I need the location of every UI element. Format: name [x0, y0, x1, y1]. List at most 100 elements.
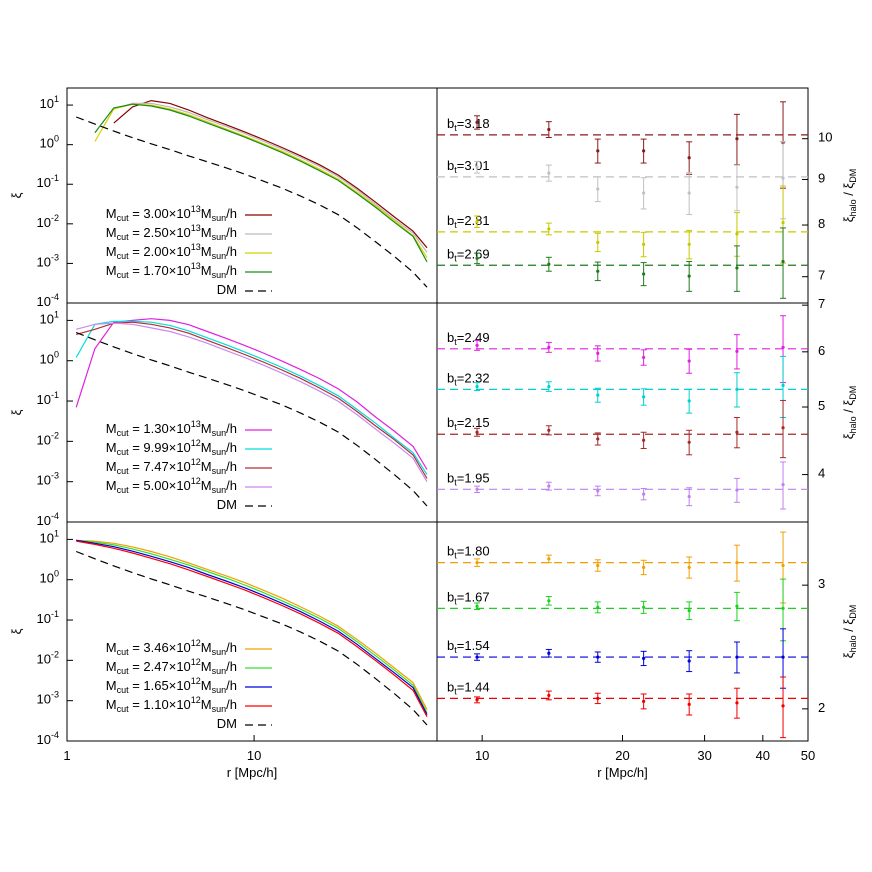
- data-point: [642, 395, 646, 399]
- x-axis-label: r [Mpc/h]: [597, 765, 648, 780]
- data-point: [596, 696, 600, 700]
- data-point: [687, 608, 691, 613]
- y-tick-label: 10-3: [37, 471, 59, 488]
- data-point: [687, 659, 691, 663]
- series-line: [76, 321, 428, 479]
- data-point: [642, 242, 646, 246]
- data-point: [547, 693, 551, 698]
- series-line: [76, 539, 428, 714]
- y-axis-label: ξ: [9, 628, 24, 634]
- data-point: [596, 655, 600, 659]
- y-tick-label: 8: [818, 216, 825, 231]
- legend-label: Mcut = 1.30×1013Msun/h: [106, 419, 237, 438]
- data-point: [547, 127, 551, 132]
- y-tick-label: 100: [40, 350, 59, 367]
- data-point: [547, 428, 551, 432]
- bias-label: bt=1.54: [447, 639, 490, 656]
- data-point: [547, 227, 551, 231]
- data-point: [735, 701, 739, 705]
- y-tick-label: 3: [818, 577, 825, 592]
- data-point: [475, 384, 479, 389]
- data-point: [687, 274, 691, 278]
- data-point: [547, 599, 551, 603]
- y-tick-label: 10-4: [37, 292, 59, 309]
- x-tick-label: 40: [756, 748, 770, 763]
- y-axis-label: ξ: [9, 192, 24, 198]
- data-point: [642, 699, 646, 703]
- bias-label: bt=2.69: [447, 247, 490, 264]
- y-tick-label: 2: [818, 700, 825, 715]
- x-tick-label: 10: [247, 748, 261, 763]
- data-point: [642, 272, 646, 276]
- panel-frame: [436, 87, 809, 304]
- x-tick-label: 10: [475, 748, 489, 763]
- data-point: [475, 487, 479, 491]
- bias-label: bt=2.32: [447, 371, 490, 388]
- data-point: [781, 482, 785, 487]
- data-point: [735, 387, 739, 391]
- data-point: [475, 604, 479, 608]
- data-point: [642, 492, 646, 496]
- data-point: [596, 187, 600, 191]
- data-point: [687, 440, 691, 444]
- legend-label: Mcut = 3.46×1012Msun/h: [106, 638, 237, 657]
- series-line: [113, 99, 428, 249]
- data-point: [781, 606, 785, 610]
- y-tick-label: 10-1: [37, 609, 59, 626]
- y-tick-label: 10-4: [37, 730, 59, 747]
- data-point: [596, 269, 600, 273]
- data-point: [735, 655, 739, 659]
- y-tick-label: 10-1: [37, 174, 59, 191]
- data-point: [735, 185, 739, 189]
- y-tick-label: 9: [818, 171, 825, 186]
- bias-label: bt=1.80: [447, 544, 490, 561]
- data-point: [642, 656, 646, 660]
- bias-label: bt=2.81: [447, 213, 490, 230]
- data-point: [735, 561, 739, 565]
- y-tick-label: 10-4: [37, 511, 59, 528]
- series-line: [75, 318, 428, 470]
- data-point: [642, 149, 646, 153]
- legend-label: Mcut = 7.47×1012Msun/h: [106, 457, 237, 476]
- legend-label: Mcut = 2.47×1012Msun/h: [106, 657, 237, 676]
- y-tick-label: 10-2: [37, 213, 59, 230]
- data-point: [781, 221, 785, 225]
- legend-label: Mcut = 5.00×1012Msun/h: [106, 476, 237, 495]
- data-point: [687, 156, 691, 160]
- data-point: [547, 651, 551, 655]
- x-tick-label: 30: [697, 748, 711, 763]
- y-tick-label: 4: [818, 466, 825, 481]
- y-axis-label: ξhalo / ξDM: [841, 386, 858, 440]
- series-line: [94, 103, 428, 258]
- data-point: [596, 240, 600, 244]
- y-tick-label: 10-1: [37, 390, 59, 407]
- data-point: [687, 702, 691, 706]
- data-point: [781, 345, 785, 349]
- data-point: [735, 349, 739, 353]
- bias-label: bt=2.49: [447, 330, 490, 347]
- data-point: [687, 359, 691, 363]
- data-point: [642, 565, 646, 569]
- bias-label: bt=1.67: [447, 590, 490, 607]
- data-point: [642, 605, 646, 609]
- data-point: [596, 563, 600, 568]
- y-axis-label: ξhalo / ξDM: [841, 605, 858, 659]
- data-point: [781, 176, 785, 180]
- data-point: [475, 165, 479, 169]
- y-tick-label: 100: [40, 134, 59, 151]
- data-point: [475, 698, 479, 702]
- y-tick-label: 10-2: [37, 650, 59, 667]
- data-point: [735, 137, 739, 141]
- y-axis-label: ξ: [9, 409, 24, 415]
- data-point: [475, 256, 479, 260]
- bias-label: bt=1.44: [447, 680, 490, 697]
- legend-label: DM: [217, 282, 237, 297]
- data-point: [687, 494, 691, 499]
- bias-label: bt=3.01: [447, 158, 490, 175]
- legend-label: Mcut = 2.50×1013Msun/h: [106, 223, 237, 242]
- y-tick-label: 10: [818, 130, 832, 145]
- legend-label: Mcut = 1.65×1012Msun/h: [106, 676, 237, 695]
- series-line: [76, 539, 428, 715]
